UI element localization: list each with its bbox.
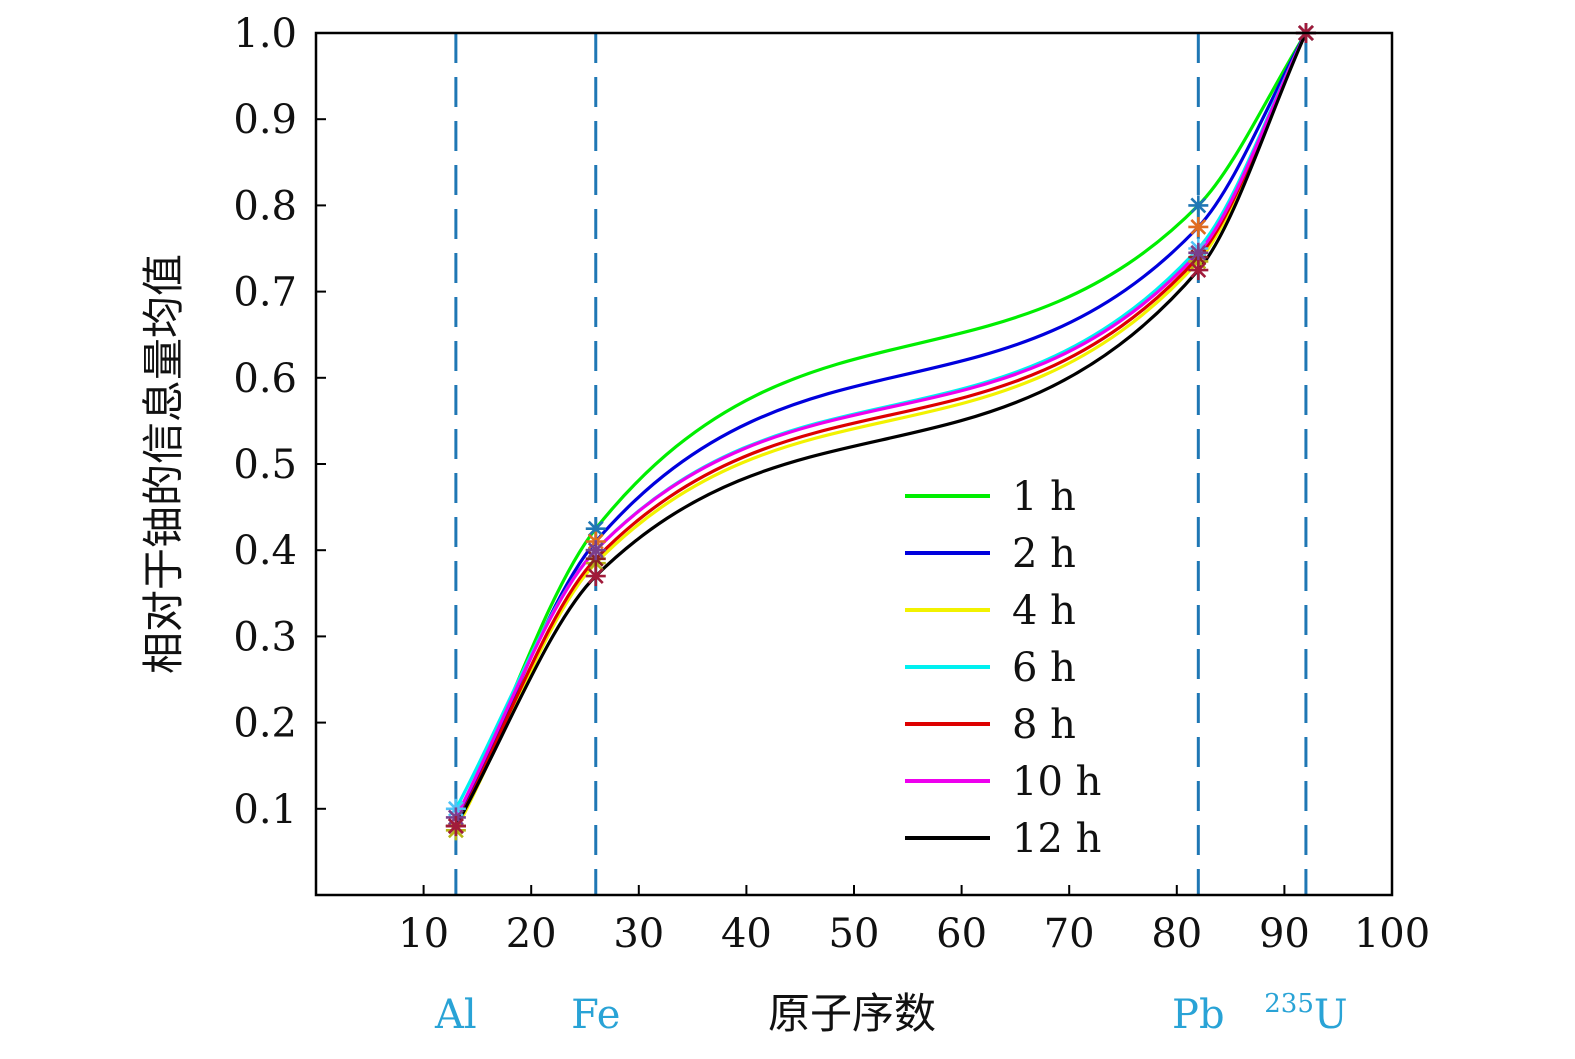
y-tick-label: 0.6 <box>233 356 297 402</box>
y-tick-label: 0.4 <box>233 528 297 574</box>
legend-label: 1 h <box>1012 474 1076 520</box>
legend-label: 2 h <box>1012 531 1076 577</box>
y-tick-label: 0.1 <box>233 787 297 833</box>
data-point-marker <box>1188 242 1209 263</box>
data-point-marker <box>445 816 466 837</box>
x-axis-title: 原子序数 <box>768 989 936 1038</box>
series-line-8h <box>454 32 1308 827</box>
legend: 1 h 2 h 4 h 6 h 8 h 10 h 12 h <box>905 474 1101 862</box>
series-line-6h <box>454 32 1308 810</box>
y-tick-label: 0.2 <box>233 701 297 747</box>
data-point-marker <box>1188 216 1209 237</box>
series-line-1h <box>454 32 1308 827</box>
series-line-12h <box>454 32 1308 827</box>
marker-stroke <box>587 520 604 537</box>
y-tick-label: 0.5 <box>233 442 297 488</box>
x-tick-label: 80 <box>1151 911 1202 957</box>
y-axis-title: 相对于铀的信息量均值 <box>139 254 188 674</box>
element-label-superscript: 235 <box>1264 989 1314 1019</box>
series-curves <box>454 32 1308 832</box>
x-axis-ticks: 10 20 30 40 50 60 70 80 90 100 <box>398 885 1430 957</box>
x-tick-label: 50 <box>829 911 880 957</box>
y-tick-label: 0.7 <box>233 270 297 316</box>
marker-stroke <box>1190 197 1207 214</box>
data-point-marker <box>585 566 606 587</box>
element-label-al: Al <box>434 992 477 1038</box>
legend-label: 10 h <box>1012 759 1101 805</box>
y-tick-label: 0.8 <box>233 183 297 229</box>
marker-stroke <box>447 818 464 834</box>
x-tick-label: 10 <box>398 911 449 957</box>
x-tick-label: 100 <box>1354 911 1430 957</box>
series-markers <box>445 23 1316 841</box>
marker-stroke <box>587 568 604 584</box>
legend-label: 4 h <box>1012 588 1076 634</box>
series-line-4h <box>454 32 1308 832</box>
data-point-marker <box>585 540 606 561</box>
data-point-marker <box>1188 195 1209 216</box>
element-label-symbol: U <box>1314 992 1348 1038</box>
legend-label: 12 h <box>1012 816 1101 862</box>
reference-lines <box>454 33 1308 895</box>
x-tick-label: 30 <box>613 911 664 957</box>
x-tick-label: 70 <box>1044 911 1095 957</box>
y-tick-label: 0.3 <box>233 614 297 660</box>
y-tick-label: 1.0 <box>233 11 297 57</box>
element-label-fe: Fe <box>571 992 620 1038</box>
element-label-pb: Pb <box>1172 992 1225 1038</box>
element-label-u: 235U <box>1264 989 1347 1038</box>
marker-stroke <box>1190 262 1207 278</box>
x-tick-label: 60 <box>936 911 987 957</box>
legend-label: 6 h <box>1012 645 1076 691</box>
marker-stroke <box>1190 219 1207 235</box>
marker-stroke <box>587 542 604 559</box>
element-labels: Al Fe Pb 235U <box>434 989 1348 1038</box>
x-tick-label: 40 <box>721 911 772 957</box>
x-tick-label: 20 <box>506 911 557 957</box>
y-axis-ticks: 0.1 0.2 0.3 0.4 0.5 0.6 0.7 0.8 0.9 1.0 <box>233 11 326 833</box>
legend-label: 8 h <box>1012 702 1076 748</box>
marker-stroke <box>1190 244 1207 261</box>
y-tick-label: 0.9 <box>233 97 297 143</box>
x-tick-label: 90 <box>1259 911 1310 957</box>
series-line-10h <box>454 32 1308 819</box>
series-line-2h <box>454 32 1308 827</box>
data-point-marker <box>1188 260 1209 281</box>
